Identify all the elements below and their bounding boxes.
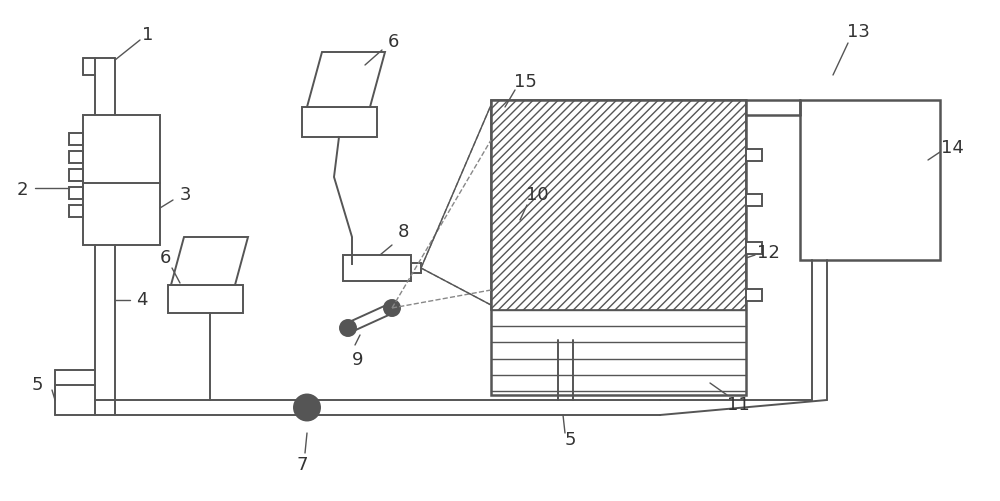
Bar [491,100,746,395]
Text: 15: 15 [514,73,536,91]
Bar [746,242,762,254]
Text: 8: 8 [397,223,409,241]
Bar [343,255,411,281]
Text: 3: 3 [179,186,191,204]
Circle shape [294,394,320,420]
Bar [168,285,243,313]
Circle shape [340,320,356,336]
Text: 5: 5 [31,376,43,394]
Bar [746,194,762,206]
Polygon shape [171,237,248,285]
Bar [69,151,83,163]
Bar [800,100,940,260]
Bar [69,133,83,145]
Polygon shape [307,52,385,107]
Bar [83,115,160,245]
Text: 6: 6 [387,33,399,51]
Text: 14: 14 [941,139,963,157]
Text: 13: 13 [847,23,869,41]
Text: 11: 11 [727,396,749,414]
Bar [69,187,83,199]
Circle shape [384,300,400,316]
Bar [69,169,83,181]
Bar [302,107,377,137]
Text: 2: 2 [16,181,28,199]
Text: 12: 12 [757,244,779,262]
Text: 9: 9 [352,351,364,369]
Text: 6: 6 [159,249,171,267]
Bar [746,149,762,161]
Bar [411,263,421,273]
Bar [69,205,83,217]
Text: 7: 7 [296,456,308,474]
Text: 1: 1 [142,26,154,44]
Text: 4: 4 [136,291,148,309]
Bar [746,289,762,301]
Text: 5: 5 [564,431,576,449]
Bar [491,100,746,310]
Text: 10: 10 [526,186,548,204]
